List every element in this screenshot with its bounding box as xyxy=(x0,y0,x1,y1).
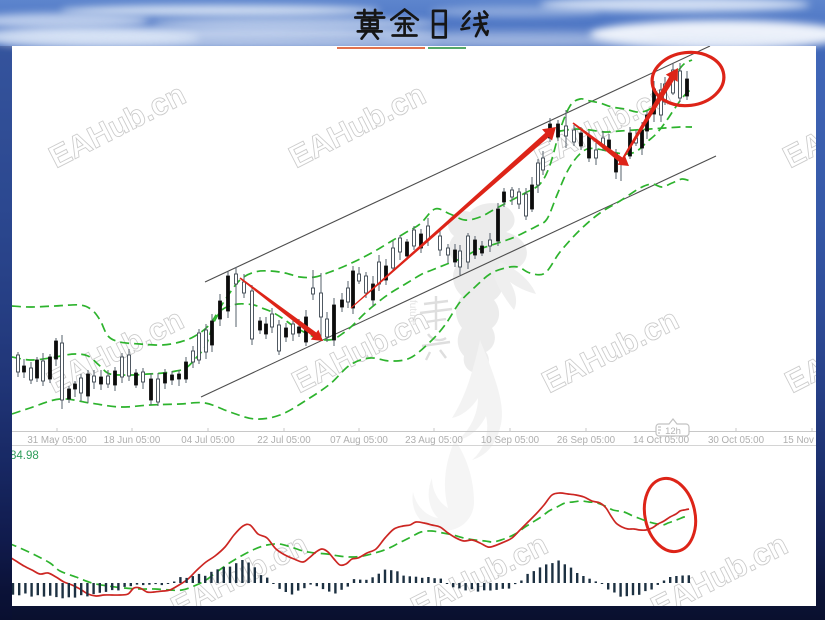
svg-text:EAHub.cn: EAHub.cn xyxy=(777,76,816,174)
svg-text:10 Sep 05:00: 10 Sep 05:00 xyxy=(481,435,540,446)
svg-text:EAHub.cn: EAHub.cn xyxy=(283,76,431,174)
svg-text:EAHub.cn: EAHub.cn xyxy=(405,526,553,606)
svg-text:07 Aug 05:00: 07 Aug 05:00 xyxy=(330,435,388,446)
svg-text:EAHub.cn: EAHub.cn xyxy=(779,301,816,399)
svg-text:23 Aug 05:00: 23 Aug 05:00 xyxy=(405,435,463,446)
svg-text:future: future xyxy=(407,300,418,326)
svg-text:14 Oct 05:00: 14 Oct 05:00 xyxy=(633,435,690,446)
svg-text:EAHub.cn: EAHub.cn xyxy=(43,76,191,174)
svg-text:31 May 05:00: 31 May 05:00 xyxy=(27,435,87,446)
svg-text:22 Jul 05:00: 22 Jul 05:00 xyxy=(257,435,311,446)
svg-text:30 Oct 05:00: 30 Oct 05:00 xyxy=(708,435,765,446)
svg-text:26 Sep 05:00: 26 Sep 05:00 xyxy=(557,435,616,446)
svg-text:EAHub.cn: EAHub.cn xyxy=(645,526,793,606)
svg-text:EAHub.cn: EAHub.cn xyxy=(536,301,684,399)
svg-text:04 Jul 05:00: 04 Jul 05:00 xyxy=(181,435,235,446)
svg-text:12h: 12h xyxy=(665,426,681,437)
svg-text:18 Jun 05:00: 18 Jun 05:00 xyxy=(104,435,161,446)
svg-text:84.98: 84.98 xyxy=(12,450,39,462)
svg-text:15 Nov 05:00: 15 Nov 05:00 xyxy=(783,435,816,446)
